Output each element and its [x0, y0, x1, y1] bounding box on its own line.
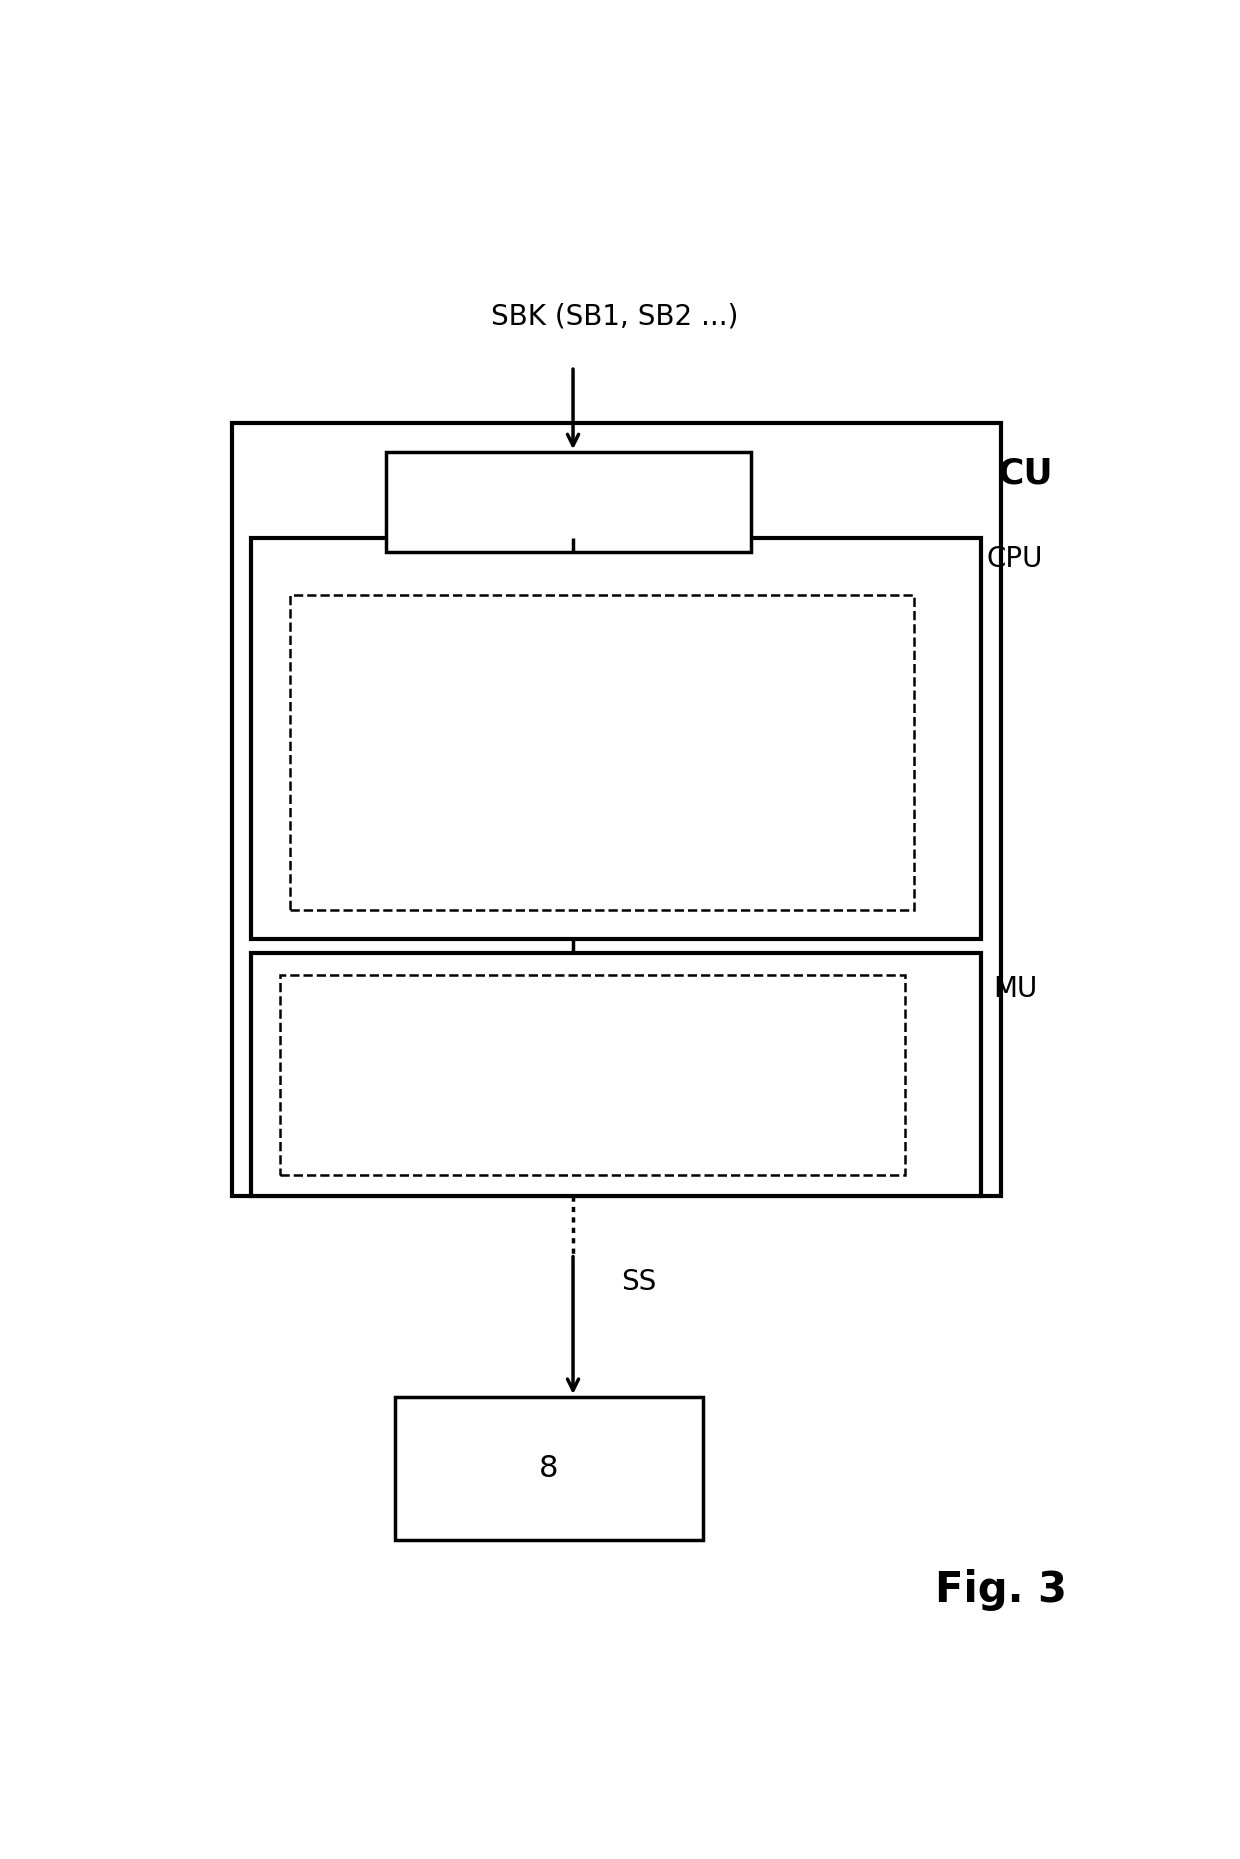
- Text: BI1 to BI10: BI1 to BI10: [294, 1043, 424, 1067]
- Text: CPU: CPU: [987, 545, 1043, 573]
- Bar: [396, 1396, 703, 1539]
- Text: SS: SS: [621, 1268, 656, 1296]
- Text: CU: CU: [997, 457, 1053, 491]
- Text: SBK (RI..., BI...): SBK (RI..., BI...): [294, 1086, 474, 1110]
- Text: SSR: SSR: [567, 736, 637, 770]
- Text: Fig. 3: Fig. 3: [935, 1569, 1066, 1612]
- Bar: [250, 537, 982, 939]
- Bar: [250, 954, 982, 1197]
- Text: RI1 to RI10     VI: RI1 to RI10 VI: [294, 1000, 486, 1024]
- Bar: [232, 424, 1001, 1197]
- Text: SBK (SB1, SB2 ...): SBK (SB1, SB2 ...): [491, 303, 739, 331]
- Text: SEU: SEU: [541, 489, 596, 517]
- Bar: [280, 974, 904, 1175]
- Bar: [290, 595, 914, 911]
- Text: 8: 8: [539, 1454, 559, 1483]
- Bar: [386, 452, 750, 552]
- Text: MU: MU: [993, 974, 1037, 1002]
